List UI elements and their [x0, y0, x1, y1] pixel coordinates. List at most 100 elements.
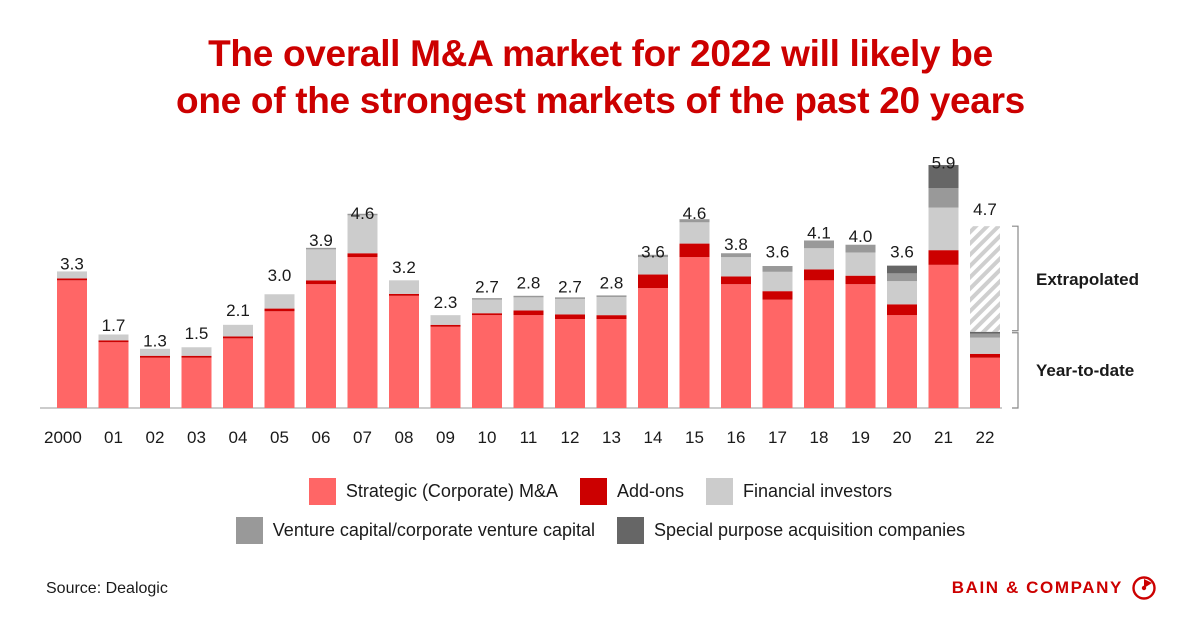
bar-2000-series-1: [57, 278, 87, 281]
bar-08-series-0: [389, 295, 419, 408]
year-to-date-label: Year-to-date: [1036, 361, 1134, 380]
total-label-21: 5.9: [932, 154, 956, 173]
bar-07-series-0: [347, 257, 378, 408]
bar-21-series-4: [928, 165, 959, 189]
bar-18-series-3: [804, 240, 834, 249]
bar-14-series-0: [638, 288, 668, 408]
bar-06-series-2: [306, 249, 336, 281]
x-tick-16: 16: [727, 428, 746, 447]
bar-15-series-3: [679, 219, 710, 223]
x-tick-06: 06: [312, 428, 331, 447]
bar-17-series-3: [762, 266, 793, 272]
bar-10-series-3: [472, 298, 502, 300]
bar-01-series-1: [98, 340, 129, 343]
bar-08-series-2: [389, 280, 419, 294]
legend-swatch-strategic: [308, 478, 336, 505]
legend-swatch-spac: [617, 517, 644, 544]
x-tick-11: 11: [520, 428, 538, 447]
bar-19-series-1: [845, 275, 876, 285]
bain-logo-icon: [1132, 576, 1156, 600]
source-note: Source: Dealogic: [46, 580, 168, 597]
bar-11-series-1: [513, 310, 544, 316]
total-label-20: 3.6: [890, 243, 914, 262]
bar-06-series-1: [306, 280, 336, 285]
total-label-02: 1.3: [143, 332, 167, 351]
total-label-07: 4.6: [351, 204, 375, 223]
brand-logo: BAIN & COMPANY: [952, 575, 1157, 601]
total-label-14: 3.6: [641, 243, 665, 262]
legend-row-2: Venture capital/corporate venture capita…: [0, 517, 1201, 544]
bracket-year-to-date: [1012, 332, 1019, 409]
bar-02-series-0: [140, 357, 170, 408]
bar-18-series-2: [804, 248, 834, 270]
total-label-22: 4.7: [973, 200, 997, 219]
legend-swatch-add-ons: [579, 478, 607, 505]
bar-2000-series-0: [57, 280, 87, 408]
bar-10-series-2: [472, 299, 502, 314]
bar-12-series-3: [555, 297, 585, 299]
bar-16-series-1: [721, 276, 751, 285]
total-label-17: 3.6: [766, 243, 790, 262]
bar-22-series-0: [970, 357, 1000, 408]
x-tick-14: 14: [644, 428, 663, 447]
bar-05-series-0: [264, 311, 295, 408]
bar-05-series-1: [264, 308, 295, 312]
x-tick-13: 13: [602, 428, 621, 447]
bar-14-series-3: [638, 254, 668, 258]
bar-12-series-0: [555, 319, 585, 408]
bar-22-series-1: [970, 353, 1000, 358]
bar-15-series-2: [679, 222, 710, 244]
bar-19-series-2: [845, 252, 876, 276]
legend-label-strategic: Strategic (Corporate) M&A: [345, 481, 558, 501]
bar-09-series-0: [430, 326, 461, 408]
bar-11-series-0: [513, 315, 544, 408]
bar-03-series-2: [181, 347, 212, 356]
bar-04-series-2: [223, 324, 253, 337]
legend-item-venture-capital: Venture capital/corporate venture capita…: [235, 517, 595, 544]
bar-05-series-2: [264, 294, 295, 309]
legend-item-spac: Special purpose acquisition companies: [617, 517, 965, 544]
total-label-05: 3.0: [268, 266, 292, 285]
bar-10-series-0: [472, 315, 502, 408]
bar-16-series-2: [721, 257, 751, 277]
bar-13-series-2: [596, 296, 627, 316]
x-tick-05: 05: [270, 428, 289, 447]
bar-07-series-2: [347, 215, 378, 254]
brand-name: BAIN & COMPANY: [951, 578, 1123, 597]
x-tick-17: 17: [768, 428, 787, 447]
total-label-03: 1.5: [185, 324, 209, 343]
bar-21-series-3: [928, 188, 959, 208]
bar-16-series-0: [721, 284, 751, 408]
bar-01-series-0: [98, 342, 129, 408]
bar-01-series-2: [98, 334, 129, 341]
bar-21-series-2: [928, 207, 959, 251]
legend-item-add-ons: Add-ons: [579, 478, 684, 505]
bar-11-series-2: [513, 297, 544, 311]
x-tick-12: 12: [561, 428, 580, 447]
bar-21-series-1: [928, 250, 959, 265]
total-label-08: 3.2: [392, 258, 416, 277]
legend-swatch-venture-capital: [235, 517, 263, 544]
bar-07-series-1: [347, 253, 378, 258]
bar-2000-series-2: [57, 271, 87, 279]
bar-17-series-0: [762, 299, 793, 408]
x-tick-09: 09: [436, 428, 455, 447]
legend-item-financial-investors: Financial investors: [706, 478, 892, 505]
x-tick-21: 21: [934, 428, 953, 447]
x-tick-07: 07: [353, 428, 372, 447]
bar-15-series-1: [679, 243, 710, 258]
bar-14-series-2: [638, 257, 668, 275]
x-tick-03: 03: [187, 428, 206, 447]
bar-11-series-3: [513, 295, 544, 298]
total-label-2000: 3.3: [60, 254, 84, 273]
bar-06-series-3: [306, 247, 336, 250]
bar-09-series-1: [430, 324, 461, 327]
bar-13-series-1: [596, 315, 627, 320]
bar-20-series-3: [887, 273, 917, 282]
x-tick-02: 02: [146, 428, 165, 447]
total-label-01: 1.7: [102, 316, 126, 335]
total-label-19: 4.0: [849, 227, 873, 246]
bar-02-series-1: [140, 355, 170, 358]
bar-06-series-0: [306, 284, 336, 408]
x-tick-20: 20: [893, 428, 912, 447]
